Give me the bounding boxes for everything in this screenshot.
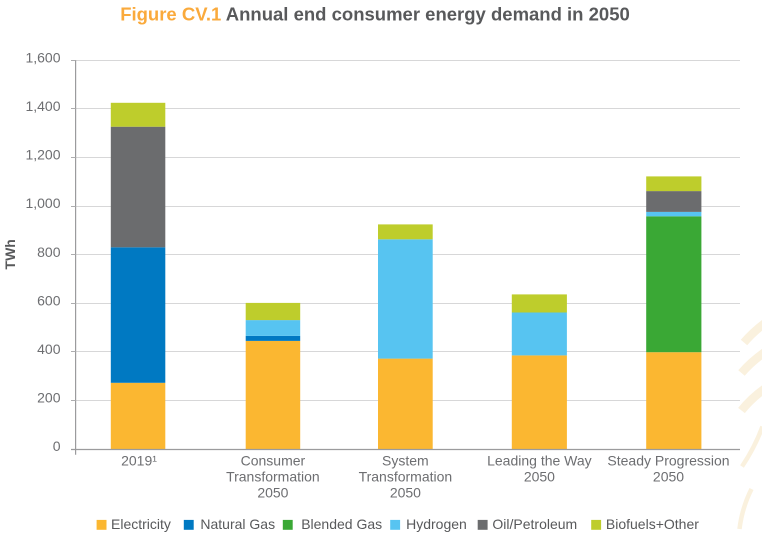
svg-text:TWh: TWh — [2, 239, 18, 269]
svg-text:800: 800 — [37, 244, 61, 260]
svg-text:0: 0 — [53, 438, 61, 454]
svg-text:1,000: 1,000 — [25, 195, 60, 211]
svg-text:Hydrogen: Hydrogen — [406, 516, 467, 532]
svg-text:Oil/Petroleum: Oil/Petroleum — [492, 516, 577, 532]
svg-text:Figure CV.1 Annual end consume: Figure CV.1 Annual end consumer energy d… — [120, 4, 630, 25]
svg-text:Blended Gas: Blended Gas — [301, 516, 382, 532]
svg-text:Electricity: Electricity — [111, 516, 171, 532]
svg-text:1,400: 1,400 — [25, 98, 60, 114]
svg-text:1,600: 1,600 — [25, 49, 60, 65]
svg-text:Biofuels+Other: Biofuels+Other — [606, 516, 699, 532]
svg-text:Natural Gas: Natural Gas — [200, 516, 275, 532]
svg-text:2019¹: 2019¹ — [121, 452, 157, 468]
svg-text:400: 400 — [37, 341, 61, 357]
svg-text:1,200: 1,200 — [25, 147, 60, 163]
svg-text:600: 600 — [37, 292, 61, 308]
svg-text:200: 200 — [37, 390, 61, 406]
